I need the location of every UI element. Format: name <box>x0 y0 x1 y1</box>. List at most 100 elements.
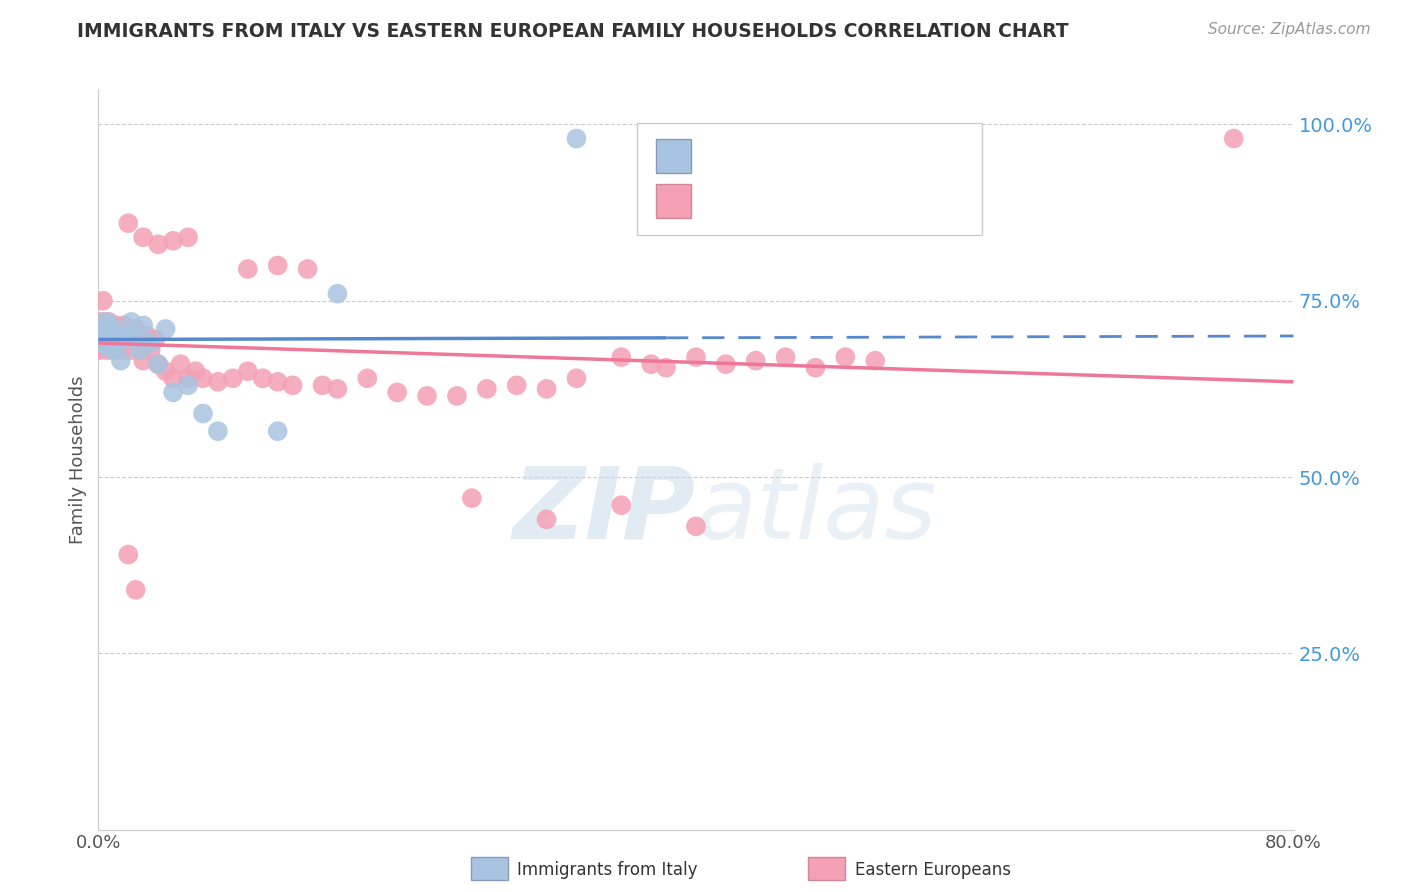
Point <box>177 378 200 392</box>
Point <box>475 382 498 396</box>
Point <box>326 382 349 396</box>
Point <box>610 350 633 364</box>
Point <box>297 262 319 277</box>
Point <box>326 286 349 301</box>
Point <box>139 343 162 357</box>
Point <box>865 353 887 368</box>
Point <box>125 322 148 336</box>
Point <box>111 329 134 343</box>
Point <box>90 333 112 347</box>
Point <box>506 378 529 392</box>
Point <box>120 315 142 329</box>
Text: 80: 80 <box>866 192 889 210</box>
Point <box>461 491 484 505</box>
Point <box>132 353 155 368</box>
Point <box>104 329 127 343</box>
Point <box>162 385 184 400</box>
Point <box>267 259 290 273</box>
Point <box>90 333 112 347</box>
Point <box>148 357 170 371</box>
Point <box>191 407 214 421</box>
Point <box>104 333 127 347</box>
Point <box>129 343 152 357</box>
Point <box>101 322 124 336</box>
Point <box>536 382 558 396</box>
Point <box>207 424 229 438</box>
Point <box>267 424 290 438</box>
Point <box>184 364 207 378</box>
Point <box>685 350 707 364</box>
Point <box>536 512 558 526</box>
Text: Eastern Europeans: Eastern Europeans <box>855 861 1011 879</box>
Text: N =: N = <box>820 147 872 165</box>
Point <box>446 389 468 403</box>
Point <box>97 333 120 347</box>
Point <box>98 318 122 333</box>
Text: -0.052: -0.052 <box>744 192 801 210</box>
Point <box>281 378 304 392</box>
Point <box>132 230 155 244</box>
Point <box>107 333 129 347</box>
Point <box>139 336 162 351</box>
Point <box>714 357 737 371</box>
Point <box>97 326 120 340</box>
Point <box>136 329 159 343</box>
Point <box>96 318 118 333</box>
Point <box>416 389 439 403</box>
Point <box>685 519 707 533</box>
Point <box>117 329 139 343</box>
Point <box>91 322 114 336</box>
Point <box>236 364 259 378</box>
Text: Source: ZipAtlas.com: Source: ZipAtlas.com <box>1208 22 1371 37</box>
Point <box>105 336 128 351</box>
Point <box>90 315 112 329</box>
Point <box>96 343 118 357</box>
Point <box>640 357 662 371</box>
Point <box>91 293 114 308</box>
Point <box>103 343 125 357</box>
Point <box>97 315 120 329</box>
Point <box>125 329 148 343</box>
Point <box>110 343 132 357</box>
Point <box>93 340 115 354</box>
Point <box>177 230 200 244</box>
Point <box>94 315 117 329</box>
Point <box>565 371 588 385</box>
Point <box>655 360 678 375</box>
Point <box>107 326 129 340</box>
Point <box>112 333 135 347</box>
Point <box>775 350 797 364</box>
Point <box>117 548 139 562</box>
Point <box>311 378 333 392</box>
Point <box>101 329 124 343</box>
Point <box>117 329 139 343</box>
Point <box>120 343 142 357</box>
Point <box>745 353 768 368</box>
Point <box>148 237 170 252</box>
Point <box>129 333 152 347</box>
Point <box>89 329 111 343</box>
Point <box>93 326 115 340</box>
Point <box>148 357 170 371</box>
Text: ZIP: ZIP <box>513 463 696 559</box>
Text: Immigrants from Italy: Immigrants from Italy <box>517 861 697 879</box>
Point <box>155 364 177 378</box>
Point <box>155 322 177 336</box>
Point <box>96 340 118 354</box>
Text: 0.007: 0.007 <box>744 147 801 165</box>
Point <box>191 371 214 385</box>
Point <box>565 131 588 145</box>
Point <box>1223 131 1246 145</box>
Point <box>267 375 290 389</box>
Point <box>93 336 115 351</box>
Point <box>105 318 128 333</box>
Point <box>132 318 155 333</box>
Point <box>117 216 139 230</box>
Point <box>236 262 259 277</box>
Point <box>162 371 184 385</box>
Text: IMMIGRANTS FROM ITALY VS EASTERN EUROPEAN FAMILY HOUSEHOLDS CORRELATION CHART: IMMIGRANTS FROM ITALY VS EASTERN EUROPEA… <box>77 22 1069 41</box>
Y-axis label: Family Households: Family Households <box>69 376 87 543</box>
Text: atlas: atlas <box>696 463 938 559</box>
Point <box>89 343 111 357</box>
Text: R =: R = <box>704 192 744 210</box>
